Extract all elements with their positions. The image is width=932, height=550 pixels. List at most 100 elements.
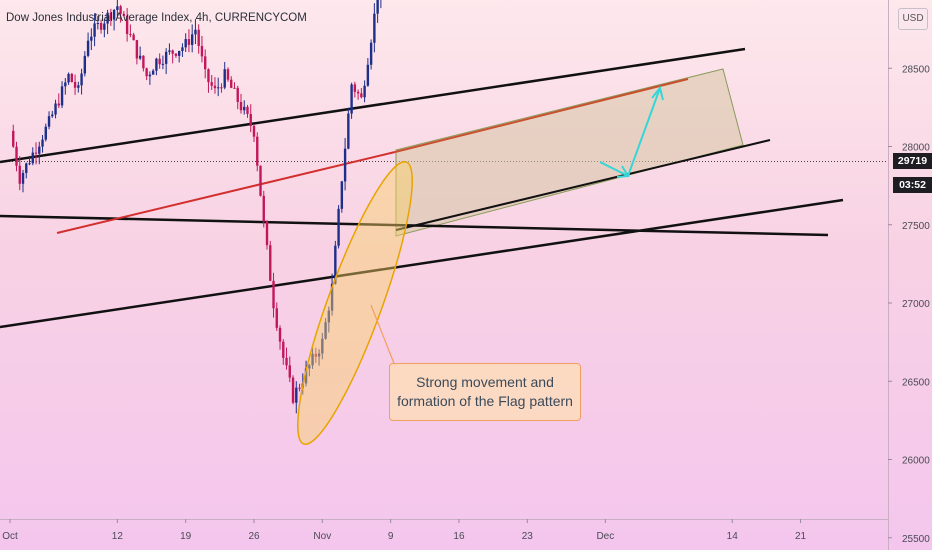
candle-body <box>122 13 126 16</box>
candle-body <box>217 87 220 89</box>
candle-body <box>96 23 100 25</box>
candle <box>252 124 256 143</box>
chart-title: Dow Jones Industrial Average Index, 4h, … <box>6 12 307 24</box>
candle-body <box>360 93 363 98</box>
annotation-connector <box>370 304 396 367</box>
candle <box>217 77 220 97</box>
candle-body <box>207 69 210 83</box>
y-tick-label: 27500 <box>902 221 930 232</box>
x-tick-label: 19 <box>180 531 192 542</box>
candle <box>226 67 230 82</box>
candle-body <box>252 125 256 137</box>
candle <box>90 28 93 51</box>
candle <box>171 49 174 64</box>
x-tick-label: 21 <box>795 531 807 542</box>
x-tick-label: 9 <box>388 531 394 542</box>
candle <box>243 100 246 115</box>
candle-body <box>47 116 51 127</box>
candle-body <box>288 365 291 378</box>
candle <box>187 29 191 53</box>
flagpole-ellipse[interactable] <box>278 153 431 453</box>
candle-body <box>337 208 340 246</box>
x-tick-label: Oct <box>2 531 18 542</box>
candle-body <box>158 58 161 65</box>
candle <box>356 89 360 100</box>
candle-body <box>366 64 370 86</box>
candle <box>369 39 373 70</box>
candle-body <box>51 114 54 117</box>
candle-body <box>265 221 269 246</box>
candle <box>12 124 15 148</box>
candle <box>177 50 181 63</box>
resistance-line[interactable] <box>56 151 396 234</box>
candle <box>295 381 298 414</box>
candle <box>269 240 272 282</box>
candle <box>168 43 171 55</box>
candle-body <box>64 82 67 87</box>
candle <box>278 325 282 350</box>
candle-body <box>363 85 366 98</box>
candle <box>28 155 31 166</box>
candle-body <box>347 113 350 149</box>
candle <box>57 93 60 109</box>
candle-body <box>184 39 187 48</box>
bar-countdown-badge: 03:52 <box>893 177 932 193</box>
candle <box>233 82 236 89</box>
annotation-callout[interactable]: Strong movement and formation of the Fla… <box>389 363 581 421</box>
candle-body <box>269 245 272 281</box>
candle <box>103 19 106 38</box>
flag-upper-line[interactable] <box>394 78 689 153</box>
candle <box>25 162 28 179</box>
candle <box>285 347 288 370</box>
flag-channel-area[interactable] <box>395 68 744 237</box>
candle <box>151 68 155 75</box>
candle-body <box>327 310 331 323</box>
candle <box>373 3 376 53</box>
candle-body <box>54 103 57 115</box>
candle <box>132 32 135 41</box>
candle <box>158 53 161 69</box>
candle-body <box>18 165 21 184</box>
upper-trend-line[interactable] <box>0 47 746 164</box>
annotation-line-1: Strong movement and <box>416 374 554 390</box>
candle <box>184 33 187 52</box>
candle-body <box>291 377 295 403</box>
candle <box>311 347 314 369</box>
y-tick-label: 27000 <box>902 299 930 310</box>
candle <box>197 24 200 54</box>
candle-body <box>80 73 83 86</box>
x-axis-labels: Oct 12 19 26 Nov 9 16 23 Dec 14 21 <box>2 519 807 542</box>
axis-separators <box>0 0 889 550</box>
candle-body <box>77 85 80 88</box>
currency-selector[interactable]: USD <box>898 8 928 30</box>
candle <box>314 347 318 363</box>
y-axis-labels: 2550026000265002700027500280002850029000… <box>888 64 930 545</box>
candle-body <box>197 29 200 46</box>
candle <box>272 272 275 318</box>
candle <box>135 39 139 65</box>
candle-body <box>314 353 318 357</box>
candle <box>337 205 340 249</box>
candle-body <box>38 146 41 154</box>
lower-trend-line[interactable] <box>0 198 844 329</box>
candle-body <box>353 84 357 92</box>
candle <box>119 4 122 23</box>
candle-body <box>259 165 262 196</box>
candle-body <box>112 9 116 20</box>
candle <box>80 68 83 95</box>
candle-body <box>298 387 301 389</box>
candle <box>360 87 363 99</box>
candle <box>291 375 295 405</box>
candle-body <box>194 29 197 35</box>
x-tick-label: Dec <box>596 531 614 542</box>
candle <box>246 104 249 118</box>
candle <box>161 55 165 70</box>
flag-lower-line[interactable] <box>395 139 771 231</box>
candle <box>366 58 370 87</box>
projection-arrow-head-1 <box>616 165 630 178</box>
candle <box>376 0 379 23</box>
last-price-badge: 29719 <box>893 153 932 169</box>
candle <box>275 302 278 331</box>
candle <box>21 169 25 193</box>
